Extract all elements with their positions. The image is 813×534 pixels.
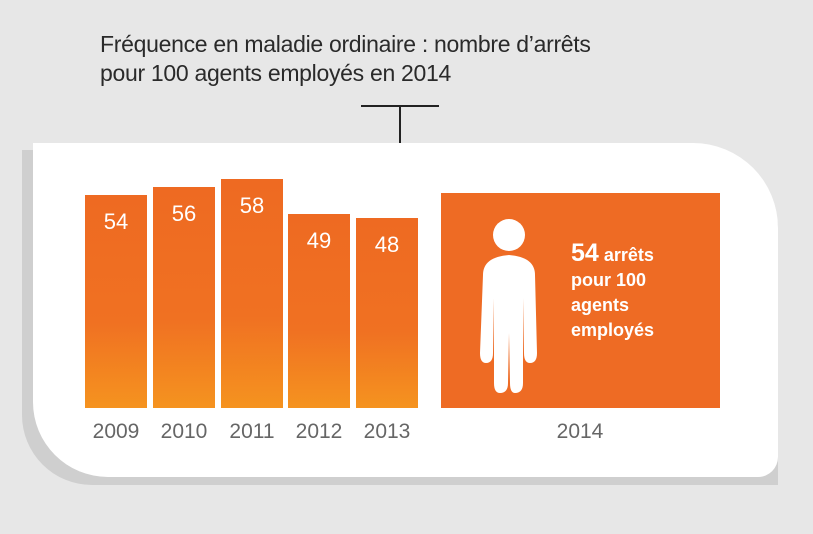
bar-2010: 56	[153, 186, 215, 408]
title-line-2: pour 100 agents employés en 2014	[100, 60, 451, 86]
bar-value-label: 48	[374, 232, 400, 258]
year-label-2012: 2012	[295, 420, 343, 443]
title-line-1: Fréquence en maladie ordinaire : nombre …	[100, 31, 591, 57]
person-icon	[480, 219, 537, 393]
year-label-2009: 2009	[92, 420, 140, 443]
bar-2011: 58	[221, 178, 283, 408]
highlight-value: 54	[571, 239, 599, 267]
bar-value-label: 58	[239, 192, 265, 218]
highlight-line-1: arrêts	[603, 245, 654, 265]
highlight-panel-2014: 54 arrêts pour 100 agents employés	[441, 193, 720, 408]
bar-2013: 48	[356, 218, 418, 408]
year-label-2014: 2014	[556, 420, 604, 443]
highlight-line-4: employés	[571, 320, 655, 340]
year-label-2013: 2013	[363, 420, 411, 443]
title-connector-vertical	[399, 106, 401, 144]
highlight-line-3: agents	[571, 295, 630, 315]
bar-value-label: 56	[171, 200, 197, 226]
year-label-2010: 2010	[160, 420, 208, 443]
highlight-text: 54 arrêts pour 100 agents employés	[571, 241, 654, 343]
bar-2012: 49	[288, 214, 350, 408]
bar-value-label: 54	[103, 208, 129, 234]
highlight-line-2: pour 100	[571, 270, 647, 290]
bar-2009: 54	[85, 194, 147, 408]
bar-value-label: 49	[306, 228, 332, 254]
year-label-2011: 2011	[229, 420, 275, 443]
chart-title: Fréquence en maladie ordinaire : nombre …	[100, 30, 591, 88]
